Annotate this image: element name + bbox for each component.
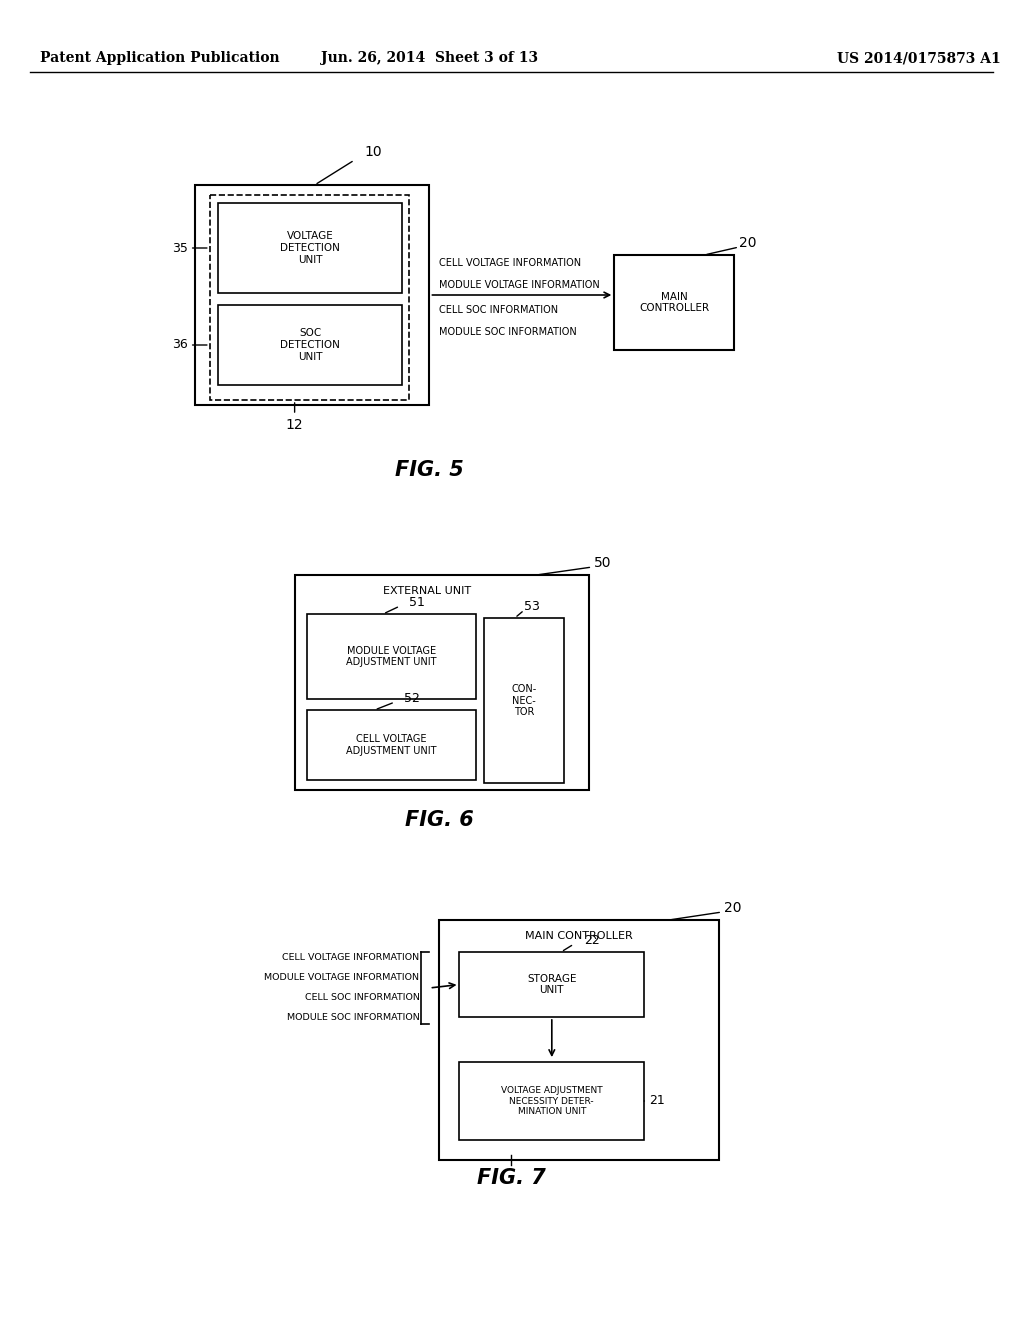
- Text: MODULE VOLTAGE INFORMATION: MODULE VOLTAGE INFORMATION: [439, 280, 600, 290]
- Text: Patent Application Publication: Patent Application Publication: [40, 51, 280, 65]
- Bar: [195, 185, 429, 405]
- Text: MAIN CONTROLLER: MAIN CONTROLLER: [525, 931, 633, 941]
- Text: FIG. 7: FIG. 7: [477, 1168, 546, 1188]
- Text: VOLTAGE ADJUSTMENT
NECESSITY DETER-
MINATION UNIT: VOLTAGE ADJUSTMENT NECESSITY DETER- MINA…: [501, 1086, 603, 1115]
- Text: MODULE VOLTAGE
ADJUSTMENT UNIT: MODULE VOLTAGE ADJUSTMENT UNIT: [346, 645, 437, 668]
- Text: 53: 53: [524, 599, 541, 612]
- Text: CELL VOLTAGE INFORMATION: CELL VOLTAGE INFORMATION: [283, 953, 420, 962]
- Text: CON-
NEC-
TOR: CON- NEC- TOR: [512, 684, 537, 717]
- Text: 36: 36: [172, 338, 187, 351]
- Text: US 2014/0175873 A1: US 2014/0175873 A1: [837, 51, 1000, 65]
- Bar: [210, 195, 410, 400]
- Bar: [306, 710, 476, 780]
- Text: CELL SOC INFORMATION: CELL SOC INFORMATION: [304, 994, 420, 1002]
- Text: 12: 12: [286, 418, 303, 432]
- Bar: [460, 1063, 644, 1140]
- Text: CELL VOLTAGE INFORMATION: CELL VOLTAGE INFORMATION: [439, 257, 582, 268]
- Bar: [439, 920, 719, 1160]
- Bar: [460, 952, 644, 1016]
- Text: VOLTAGE
DETECTION
UNIT: VOLTAGE DETECTION UNIT: [281, 231, 340, 264]
- Text: MODULE VOLTAGE INFORMATION: MODULE VOLTAGE INFORMATION: [264, 974, 420, 982]
- Text: MAIN
CONTROLLER: MAIN CONTROLLER: [639, 292, 710, 313]
- Text: 22: 22: [585, 933, 600, 946]
- Text: CELL VOLTAGE
ADJUSTMENT UNIT: CELL VOLTAGE ADJUSTMENT UNIT: [346, 734, 437, 756]
- Text: 21: 21: [649, 1094, 665, 1107]
- Text: Jun. 26, 2014  Sheet 3 of 13: Jun. 26, 2014 Sheet 3 of 13: [321, 51, 538, 65]
- Text: FIG. 6: FIG. 6: [406, 810, 474, 830]
- Text: MODULE SOC INFORMATION: MODULE SOC INFORMATION: [287, 1014, 420, 1023]
- Text: CELL SOC INFORMATION: CELL SOC INFORMATION: [439, 305, 558, 315]
- Text: EXTERNAL UNIT: EXTERNAL UNIT: [383, 586, 471, 597]
- Bar: [218, 203, 402, 293]
- Bar: [306, 614, 476, 700]
- Bar: [614, 255, 734, 350]
- Text: 35: 35: [172, 242, 187, 255]
- Text: STORAGE
UNIT: STORAGE UNIT: [527, 974, 577, 995]
- Text: 50: 50: [594, 556, 611, 570]
- Text: FIG. 5: FIG. 5: [395, 459, 464, 480]
- Text: 51: 51: [409, 595, 425, 609]
- Text: 52: 52: [403, 692, 420, 705]
- Text: 10: 10: [365, 145, 382, 158]
- Text: SOC
DETECTION
UNIT: SOC DETECTION UNIT: [281, 329, 340, 362]
- Text: 20: 20: [724, 902, 741, 915]
- Bar: [295, 576, 589, 789]
- Text: 20: 20: [739, 236, 757, 249]
- Text: MODULE SOC INFORMATION: MODULE SOC INFORMATION: [439, 327, 578, 337]
- Bar: [218, 305, 402, 385]
- Bar: [484, 618, 564, 783]
